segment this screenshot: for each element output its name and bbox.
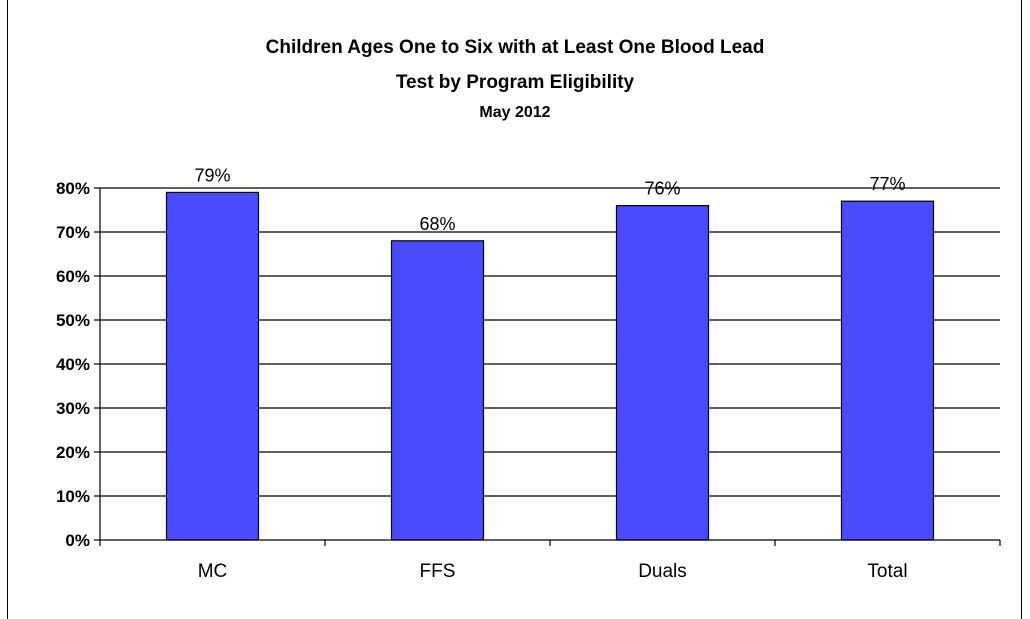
y-tick-label: 60% (56, 267, 90, 286)
data-label: 77% (869, 174, 905, 194)
y-tick-label: 80% (56, 179, 90, 198)
chart-title-line-1: Children Ages One to Six with at Least O… (265, 37, 765, 58)
x-tick-label: Total (867, 561, 907, 582)
chart-frame (7, 0, 1022, 619)
bar-total (840, 200, 935, 541)
data-label: 79% (194, 165, 230, 185)
x-tick-label: FFS (420, 561, 456, 582)
y-tick-label: 50% (56, 311, 90, 330)
x-tick-label: Duals (638, 561, 687, 582)
y-tick-label: 0% (65, 531, 90, 550)
x-tick-label: MC (198, 561, 228, 582)
y-tick-label: 20% (56, 443, 90, 462)
bar-mc (165, 191, 260, 541)
y-tick-label: 30% (56, 399, 90, 418)
chart-title-line-2: Test by Program Eligibility (395, 72, 635, 93)
y-tick-label: 40% (56, 355, 90, 374)
chart-subtitle: May 2012 (479, 104, 551, 121)
y-tick-label: 70% (56, 223, 90, 242)
data-label: 68% (419, 214, 455, 234)
bar-ffs (390, 240, 485, 541)
bar-duals (615, 205, 710, 541)
y-tick-label: 10% (56, 487, 90, 506)
data-label: 76% (644, 179, 680, 199)
